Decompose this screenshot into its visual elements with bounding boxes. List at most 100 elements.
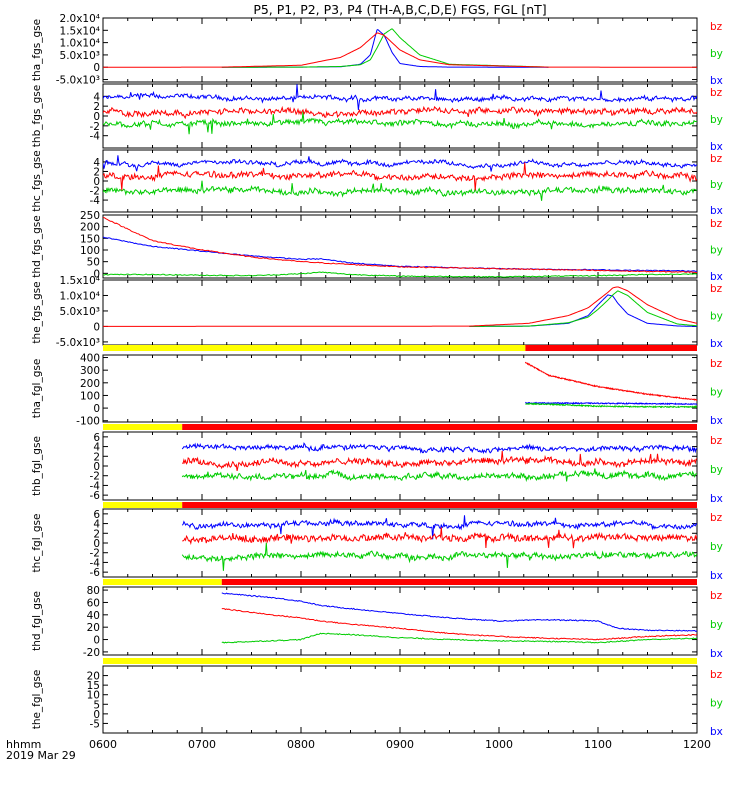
legend-bz: bz bbox=[710, 283, 723, 295]
y-tick-label: -20 bbox=[83, 647, 100, 659]
time-tick-label: 0900 bbox=[386, 738, 414, 751]
series-bz-line bbox=[182, 527, 697, 549]
legend-by: by bbox=[710, 387, 723, 399]
series-bz-line bbox=[103, 105, 697, 120]
y-tick-label: 250 bbox=[80, 210, 100, 222]
y-tick-label: 0 bbox=[93, 176, 100, 188]
y-tick-label: 5.0x10³ bbox=[60, 50, 100, 62]
y-tick-label: -2 bbox=[90, 548, 100, 560]
y-axis-label: thd_fgl_gse bbox=[31, 591, 43, 651]
y-axis-label: tha_fgl_gse bbox=[31, 359, 43, 419]
status-bar-no-data bbox=[103, 658, 697, 664]
series-bx-line bbox=[469, 294, 697, 327]
time-axis-date: 2019 Mar 29 bbox=[6, 749, 76, 762]
y-axis-label: the_fgl_gse bbox=[31, 670, 43, 730]
legend-by: by bbox=[710, 311, 723, 323]
legend-bx: bx bbox=[710, 205, 723, 217]
legend-bx: bx bbox=[710, 726, 723, 738]
series-bx-line bbox=[103, 236, 697, 272]
y-tick-label: 0 bbox=[93, 268, 100, 280]
y-axis-label: thb_fgs_gse bbox=[31, 85, 43, 147]
time-axis: hhmm 2019 Mar 29 0600 0700 0800 0900 1000 110… bbox=[6, 738, 711, 762]
panel-frame bbox=[102, 431, 698, 501]
series-bx-line bbox=[525, 401, 697, 406]
y-axis-label: thc_fgl_gse bbox=[31, 514, 43, 573]
status-bar-data bbox=[221, 579, 698, 585]
y-tick-label: 0 bbox=[93, 538, 100, 550]
legend-bx: bx bbox=[710, 271, 723, 283]
time-tick-label: 1000 bbox=[485, 738, 513, 751]
y-axis-label: thc_fgs_gse bbox=[31, 150, 43, 211]
panel-frame bbox=[102, 665, 698, 734]
status-bar-data bbox=[525, 345, 697, 351]
y-tick-label: 400 bbox=[80, 353, 100, 365]
series-by-line bbox=[221, 632, 697, 644]
legend-bz: bz bbox=[710, 87, 723, 99]
y-tick-label: 1.5x10⁴ bbox=[60, 25, 100, 37]
y-tick-label: 20 bbox=[87, 671, 100, 683]
y-tick-label: 150 bbox=[80, 233, 100, 245]
legend-by: by bbox=[710, 464, 723, 476]
y-tick-label: 4 bbox=[93, 157, 100, 169]
y-tick-label: 100 bbox=[80, 390, 100, 402]
y-tick-label: -5.0x10³ bbox=[56, 337, 100, 349]
series-bx-line bbox=[221, 29, 549, 68]
y-tick-label: -5.0x10³ bbox=[56, 75, 100, 87]
legend-by: by bbox=[710, 619, 723, 631]
legend-bz: bz bbox=[710, 669, 723, 681]
series-bx-line bbox=[103, 155, 697, 172]
y-tick-label: 0 bbox=[93, 709, 100, 721]
y-tick-label: -4 bbox=[90, 557, 101, 569]
time-tick-label: 1100 bbox=[584, 738, 612, 751]
panel-frame bbox=[102, 214, 698, 279]
legend-bz: bz bbox=[710, 512, 723, 524]
series-bz-line bbox=[103, 32, 697, 68]
y-tick-label: -6 bbox=[90, 490, 101, 502]
time-tick-label: 0600 bbox=[89, 738, 117, 751]
y-tick-label: 2 bbox=[93, 166, 100, 178]
y-tick-label: 15 bbox=[87, 680, 100, 692]
y-tick-label: 1.0x10⁴ bbox=[60, 290, 100, 302]
series-bz-line bbox=[103, 162, 697, 191]
y-tick-label: -100 bbox=[76, 416, 100, 428]
legend-by: by bbox=[710, 698, 723, 710]
time-tick-label: 0800 bbox=[287, 738, 315, 751]
legend-by: by bbox=[710, 179, 723, 191]
panel-frame bbox=[102, 508, 698, 578]
series-bx-line bbox=[181, 442, 697, 455]
panel-frame bbox=[102, 586, 698, 656]
y-tick-label: 1.0x10⁴ bbox=[60, 38, 100, 50]
panel-thb_fgs_gse: 420-2-4 thb_fgs_gse bz by bx bbox=[31, 83, 723, 153]
y-axis-label: tha_fgs_gse bbox=[31, 19, 43, 81]
y-tick-label: -4 bbox=[90, 195, 101, 207]
y-tick-label: 6 bbox=[93, 509, 100, 521]
series-bz-line bbox=[524, 361, 697, 402]
y-tick-label: 2 bbox=[93, 451, 100, 463]
y-tick-label: -5 bbox=[90, 718, 100, 730]
y-tick-label: 40 bbox=[87, 610, 100, 622]
series-by-line bbox=[525, 402, 697, 409]
y-tick-label: 200 bbox=[80, 378, 100, 390]
y-tick-label: 300 bbox=[80, 365, 100, 377]
series-by-line bbox=[103, 180, 697, 201]
y-tick-label: -4 bbox=[90, 480, 101, 492]
y-axis-label: thd_fgs_gse bbox=[31, 215, 43, 277]
time-tick-label: 1200 bbox=[683, 738, 711, 751]
y-tick-label: 1.5x10⁴ bbox=[60, 275, 100, 287]
legend-bx: bx bbox=[710, 570, 723, 582]
legend-bz: bz bbox=[710, 153, 723, 165]
y-axis-label: thb_fgl_gse bbox=[31, 436, 43, 496]
y-tick-label: 2 bbox=[93, 101, 100, 113]
legend-bx: bx bbox=[710, 493, 723, 505]
y-tick-label: 80 bbox=[87, 585, 100, 597]
panel-thc_fgs_gse: 420-2-4 thc_fgs_gse bz by bx bbox=[31, 149, 723, 217]
legend-bx: bx bbox=[710, 648, 723, 660]
y-tick-label: 4 bbox=[93, 519, 100, 531]
y-tick-label: 50 bbox=[87, 257, 100, 269]
plot-title: P5, P1, P2, P3, P4 (TH-A,B,C,D,E) FGS, F… bbox=[253, 2, 546, 17]
legend-bz: bz bbox=[710, 358, 723, 370]
